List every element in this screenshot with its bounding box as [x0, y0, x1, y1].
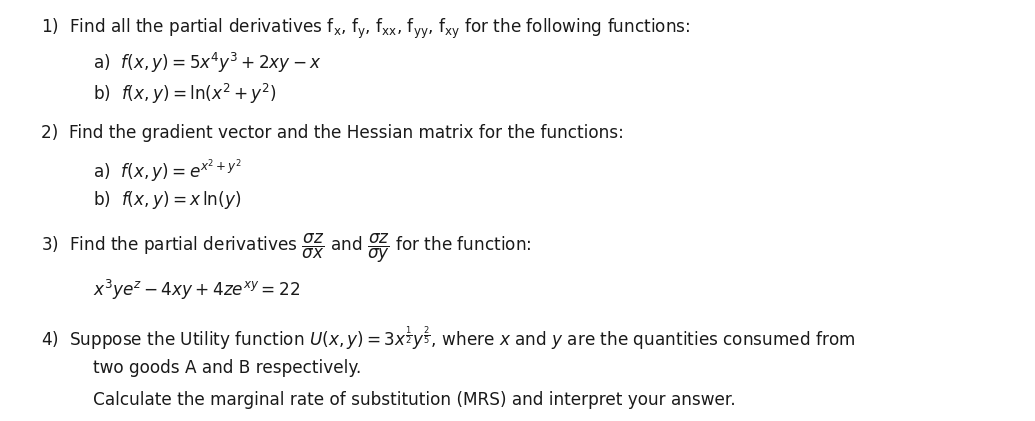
Text: 3)  Find the partial derivatives $\dfrac{\sigma z}{\sigma x}$ and $\dfrac{\sigma: 3) Find the partial derivatives $\dfrac{…	[41, 232, 532, 265]
Text: two goods A and B respectively.: two goods A and B respectively.	[93, 359, 361, 377]
Text: 4)  Suppose the Utility function $U(x, y) = 3x^{\frac{1}{2}}y^{\frac{2}{5}}$, wh: 4) Suppose the Utility function $U(x, y)…	[41, 324, 856, 352]
Text: a)  $f(x, y) = e^{x^2+y^2}$: a) $f(x, y) = e^{x^2+y^2}$	[93, 158, 242, 185]
Text: a)  $f(x, y) = 5x^4y^3 + 2xy - x$: a) $f(x, y) = 5x^4y^3 + 2xy - x$	[93, 51, 322, 75]
Text: 2)  Find the gradient vector and the Hessian matrix for the functions:: 2) Find the gradient vector and the Hess…	[41, 124, 624, 142]
Text: $x^3ye^z - 4xy + 4ze^{xy} = 22$: $x^3ye^z - 4xy + 4ze^{xy} = 22$	[93, 278, 300, 302]
Text: 1)  Find all the partial derivatives $\mathsf{f_x}$, $\mathsf{f_y}$, $\mathsf{f_: 1) Find all the partial derivatives $\ma…	[41, 17, 691, 41]
Text: b)  $f(x, y) = x\,\mathrm{ln}(y)$: b) $f(x, y) = x\,\mathrm{ln}(y)$	[93, 189, 241, 211]
Text: Calculate the marginal rate of substitution (MRS) and interpret your answer.: Calculate the marginal rate of substitut…	[93, 391, 736, 409]
Text: b)  $f(x, y) = \mathrm{ln}(x^2 + y^2)$: b) $f(x, y) = \mathrm{ln}(x^2 + y^2)$	[93, 82, 277, 106]
